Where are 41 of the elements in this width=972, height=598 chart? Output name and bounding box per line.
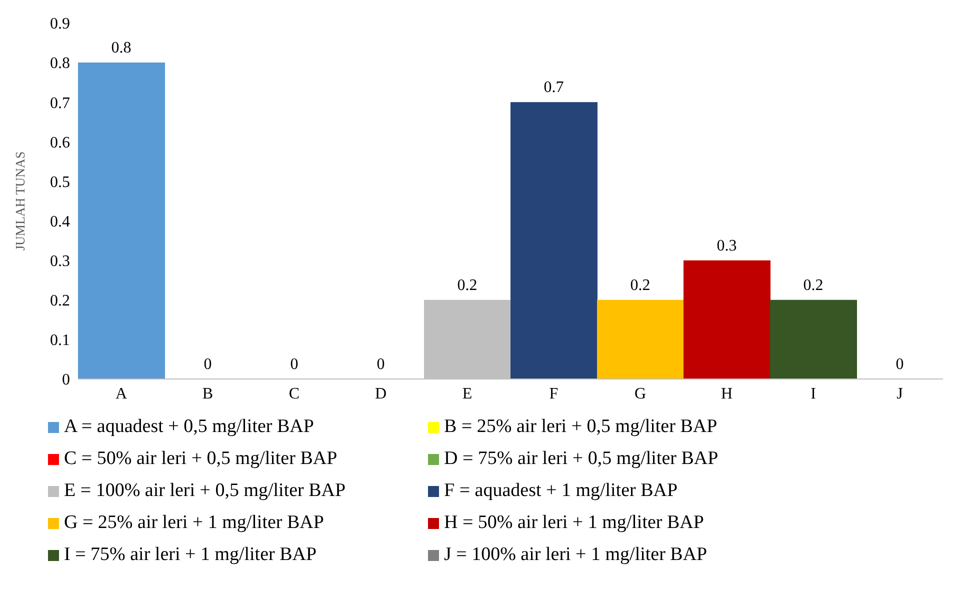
x-tick-label: D xyxy=(374,385,387,402)
x-tick-label: J xyxy=(896,385,903,402)
legend-label: J = 100% air leri + 1 mg/liter BAP xyxy=(444,544,708,566)
legend-label: I = 75% air leri + 1 mg/liter BAP xyxy=(64,544,317,566)
y-tick-label: 0.8 xyxy=(50,55,70,72)
x-tick-label: I xyxy=(810,385,816,402)
x-tick-label: E xyxy=(462,385,472,402)
x-tick-label: F xyxy=(549,385,558,402)
data-label: 0.8 xyxy=(111,40,132,57)
x-tick-label: B xyxy=(202,385,214,402)
data-label: 0.3 xyxy=(716,237,737,254)
data-label: 0 xyxy=(204,356,212,373)
data-label: 0.7 xyxy=(544,79,564,96)
legend-label: B = 25% air leri + 0,5 mg/liter BAP xyxy=(444,416,718,438)
y-axis-title: JUMLAH TUNAS xyxy=(12,151,28,251)
data-label: 0.2 xyxy=(803,276,824,294)
legend-label: A = aquadest + 0,5 mg/liter BAP xyxy=(64,416,314,438)
x-tick-label: H xyxy=(720,385,733,402)
legend-label: C = 50% air leri + 0,5 mg/liter BAP xyxy=(64,448,338,470)
y-tick-label: 0.9 xyxy=(50,16,70,33)
y-tick-label: 0.7 xyxy=(50,94,70,112)
legend-label: F = aquadest + 1 mg/liter BAP xyxy=(444,480,678,502)
y-tick-label: 0.5 xyxy=(50,174,70,191)
data-label: 0 xyxy=(896,356,904,373)
y-tick-label: 0.2 xyxy=(50,292,70,310)
legend-label: G = 25% air leri + 1 mg/liter BAP xyxy=(64,512,324,534)
y-tick-label: 0.4 xyxy=(50,213,70,230)
y-tick-label: 0.6 xyxy=(50,134,70,152)
legend-label: E = 100% air leri + 0,5 mg/liter BAP xyxy=(64,480,346,502)
data-label: 0.2 xyxy=(630,276,650,294)
legend-label: H = 50% air leri + 1 mg/liter BAP xyxy=(444,512,704,534)
data-label: 0 xyxy=(376,356,385,373)
legend-label: D = 75% air leri + 0,5 mg/liter BAP xyxy=(444,448,718,470)
y-tick-label: 0.3 xyxy=(50,253,70,270)
x-tick-label: C xyxy=(288,385,300,402)
x-tick-label: A xyxy=(115,385,128,402)
y-tick-label: 0 xyxy=(62,372,70,389)
data-label: 0.2 xyxy=(457,276,478,294)
data-label: 0 xyxy=(290,356,298,373)
x-tick-label: G xyxy=(634,385,646,402)
y-tick-label: 0.1 xyxy=(50,332,70,350)
